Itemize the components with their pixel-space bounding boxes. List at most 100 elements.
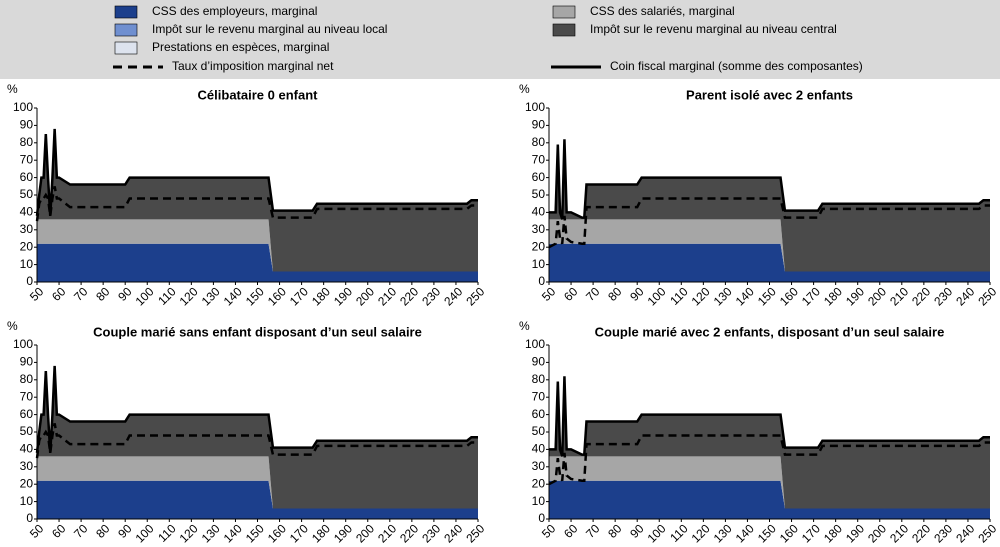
x-tick-label: 90 — [115, 521, 135, 541]
net-rate-line — [35, 423, 478, 459]
x-tick-label: 140 — [733, 521, 757, 545]
stacked-area — [549, 480, 990, 519]
x-tick-label: 90 — [627, 284, 647, 304]
y-tick-label: 60 — [20, 407, 34, 421]
y-tick-label: 30 — [20, 459, 34, 473]
y-axis-label: % — [7, 319, 18, 333]
y-tick-label: 80 — [532, 372, 546, 386]
x-tick-label: 110 — [667, 521, 691, 545]
x-tick-label: 60 — [561, 284, 581, 304]
x-tick-label: 150 — [755, 521, 779, 545]
x-tick-label: 250 — [463, 521, 487, 545]
x-tick-label: 140 — [733, 284, 757, 308]
y-tick-label: 0 — [26, 511, 33, 525]
y-tick-label: 50 — [20, 187, 34, 201]
x-tick-label: 180 — [309, 284, 333, 308]
x-tick-label: 100 — [645, 284, 669, 308]
x-tick-label: 140 — [221, 284, 245, 308]
y-tick-label: 20 — [532, 239, 546, 253]
x-tick-label: 80 — [605, 284, 625, 304]
y-tick-label: 40 — [532, 205, 546, 219]
x-tick-label: 90 — [115, 284, 135, 304]
panel-title: Couple marié avec 2 enfants, disposant d… — [595, 324, 945, 339]
x-tick-label: 120 — [689, 521, 713, 545]
y-tick-label: 20 — [20, 476, 34, 490]
x-tick-label: 250 — [975, 521, 999, 545]
x-tick-label: 200 — [353, 284, 377, 308]
x-tick-label: 60 — [49, 521, 69, 541]
x-tick-label: 220 — [397, 521, 421, 545]
stacked-area — [549, 456, 990, 509]
panel-title: Parent isolé avec 2 enfants — [686, 87, 853, 102]
x-tick-label: 210 — [375, 284, 399, 308]
x-tick-label: 220 — [397, 284, 421, 308]
legend-swatch — [552, 5, 576, 19]
y-tick-label: 40 — [532, 442, 546, 456]
x-tick-label: 180 — [821, 284, 845, 308]
y-tick-label: 0 — [538, 511, 545, 525]
x-tick-label: 170 — [799, 521, 823, 545]
legend-label: CSS des employeurs, marginal — [152, 4, 317, 18]
y-tick-label: 80 — [532, 135, 546, 149]
legend-label: Impôt sur le revenu marginal au niveau l… — [152, 22, 387, 36]
y-axis-label: % — [519, 82, 530, 96]
y-tick-label: 10 — [532, 257, 546, 271]
x-tick-label: 230 — [419, 521, 443, 545]
legend-swatch — [114, 41, 138, 55]
x-tick-label: 230 — [931, 284, 955, 308]
x-tick-label: 150 — [243, 284, 267, 308]
y-tick-label: 100 — [525, 337, 545, 351]
y-tick-label: 100 — [13, 337, 33, 351]
net-rate-line — [35, 186, 478, 222]
x-tick-label: 120 — [177, 521, 201, 545]
x-tick-label: 80 — [605, 521, 625, 541]
x-tick-label: 80 — [93, 284, 113, 304]
x-tick-label: 130 — [199, 521, 223, 545]
legend-label: Impôt sur le revenu marginal au niveau c… — [590, 22, 837, 36]
total-wedge-line — [549, 139, 990, 220]
y-axis-label: % — [7, 82, 18, 96]
stacked-area — [549, 376, 990, 509]
stacked-area — [549, 243, 990, 282]
y-tick-label: 90 — [532, 355, 546, 369]
y-tick-label: 70 — [532, 389, 546, 403]
y-tick-label: 30 — [20, 222, 34, 236]
x-tick-label: 180 — [821, 521, 845, 545]
panel-title: Couple marié sans enfant disposant d’un … — [93, 324, 422, 339]
x-tick-label: 190 — [331, 284, 355, 308]
x-tick-label: 70 — [71, 284, 91, 304]
legend-background — [0, 0, 1000, 79]
legend-swatch — [114, 23, 138, 37]
y-tick-label: 10 — [20, 257, 34, 271]
x-tick-label: 220 — [909, 521, 933, 545]
x-tick-label: 70 — [71, 521, 91, 541]
y-tick-label: 50 — [532, 187, 546, 201]
x-tick-label: 130 — [199, 284, 223, 308]
stacked-area — [37, 456, 478, 509]
x-tick-label: 150 — [243, 521, 267, 545]
x-tick-label: 200 — [865, 521, 889, 545]
legend-label: Coin fiscal marginal (somme des composan… — [610, 59, 863, 73]
stacked-area — [37, 480, 478, 519]
y-tick-label: 60 — [532, 407, 546, 421]
x-tick-label: 160 — [265, 521, 289, 545]
x-tick-label: 170 — [799, 284, 823, 308]
x-tick-label: 160 — [265, 284, 289, 308]
stacked-area — [37, 219, 478, 272]
y-tick-label: 30 — [532, 459, 546, 473]
y-tick-label: 60 — [20, 170, 34, 184]
y-tick-label: 10 — [532, 494, 546, 508]
x-tick-label: 70 — [583, 521, 603, 541]
x-tick-label: 190 — [843, 284, 867, 308]
legend-label: CSS des salariés, marginal — [590, 4, 735, 18]
stacked-area — [549, 219, 990, 272]
x-tick-label: 230 — [419, 284, 443, 308]
x-tick-label: 60 — [49, 284, 69, 304]
total-wedge-line — [549, 376, 990, 457]
y-tick-label: 20 — [20, 239, 34, 253]
y-tick-label: 70 — [532, 152, 546, 166]
y-tick-label: 90 — [20, 118, 34, 132]
y-tick-label: 10 — [20, 494, 34, 508]
total-wedge-line — [35, 365, 478, 454]
